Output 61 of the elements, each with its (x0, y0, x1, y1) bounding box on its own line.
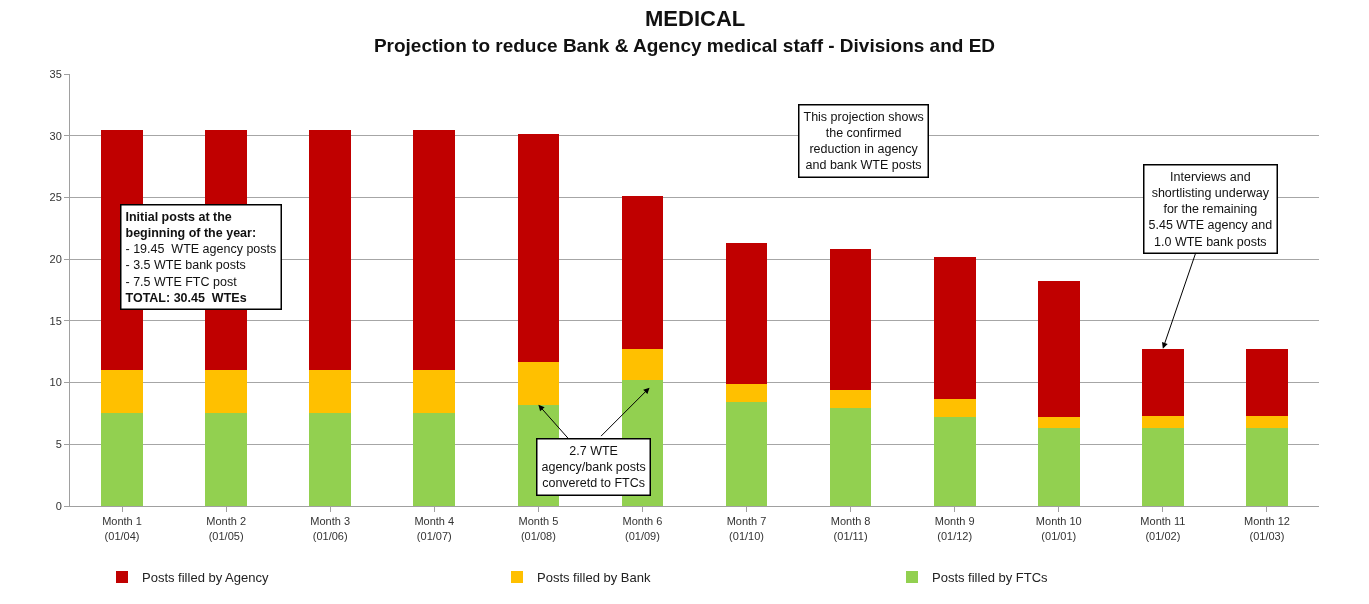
legend-label: Posts filled by Agency (142, 570, 269, 586)
y-tick-label: 5 (55, 438, 62, 451)
y-tick-label: 30 (49, 129, 62, 142)
annotation: This projection shows the confirmed reduction in agency and bank WTE posts (803, 109, 924, 173)
bar (933, 257, 976, 399)
x-tick-label: Month 8 (01/11) (830, 515, 871, 542)
bar (1037, 281, 1080, 417)
bar (413, 413, 456, 506)
text: MEDICAL (645, 6, 746, 31)
x-tick-label: Month 2 (01/05) (206, 515, 247, 542)
x-tick-label: Month 7 (01/10) (726, 515, 767, 542)
bar (1246, 415, 1288, 429)
bar (1037, 428, 1080, 506)
bar (205, 370, 247, 414)
y-tick-label: 0 (55, 499, 62, 512)
bar (1246, 348, 1288, 416)
bar (309, 370, 352, 414)
legend-label: Posts filled by Bank (537, 570, 651, 586)
bar (933, 417, 976, 506)
x-tick-label: Month 12 (01/03) (1244, 515, 1290, 542)
y-tick-label: 25 (49, 191, 62, 204)
x-tick-label: Month 9 (01/12) (934, 515, 975, 542)
bar (1142, 415, 1184, 429)
x-tick-label: Month 1 (01/04) (102, 515, 142, 542)
annotation: 2.7 WTE agency/bank posts converetd to FTCs (541, 443, 646, 490)
bar (205, 413, 247, 506)
bar (309, 413, 352, 506)
bar (829, 248, 872, 390)
bar (309, 130, 352, 371)
bar (101, 413, 143, 506)
bar (1246, 428, 1288, 506)
y-tick-label: 15 (49, 314, 62, 327)
bar (1142, 428, 1184, 506)
bar (621, 196, 664, 350)
bar (725, 401, 768, 506)
y-tick-label: 35 (49, 67, 62, 80)
bar (517, 133, 560, 363)
x-tick-label: Month 6 (01/09) (622, 515, 663, 542)
y-tick-label: 20 (49, 252, 62, 265)
x-tick-label: Month 3 (01/06) (310, 515, 351, 542)
bar (725, 383, 768, 402)
bar (101, 370, 143, 414)
chart-title: Projection to reduce Bank & Agency medical staff - Divisions and ED (373, 34, 996, 56)
y-tick-label: 10 (49, 376, 62, 389)
bar (829, 408, 872, 506)
x-tick-label: Month 5 (01/08) (518, 515, 559, 542)
bar (1037, 416, 1080, 429)
bar (413, 130, 456, 371)
x-tick-label: Month 4 (01/07) (414, 515, 455, 542)
bar (725, 243, 768, 384)
annotation: Initial posts at the beginning of the year: - 19.45 WTE agency posts - 3.5 WTE bank posts - 7.5 WTE FTC post TOTAL: 30.45 WTEs (125, 209, 277, 305)
x-tick-label: Month 10 (01/01) (1035, 515, 1082, 542)
bar (933, 398, 976, 418)
bar (517, 362, 560, 405)
x-tick-label: Month 11 (01/02) (1140, 515, 1186, 542)
bar (1142, 348, 1184, 416)
bar (413, 370, 456, 414)
bar (621, 349, 664, 381)
annotation: Interviews and shortlisting underway for the remaining 5.45 WTE agency and 1.0 WTE bank posts (1148, 169, 1273, 249)
bar (829, 389, 872, 409)
legend-label: Posts filled by FTCs (932, 570, 1049, 586)
